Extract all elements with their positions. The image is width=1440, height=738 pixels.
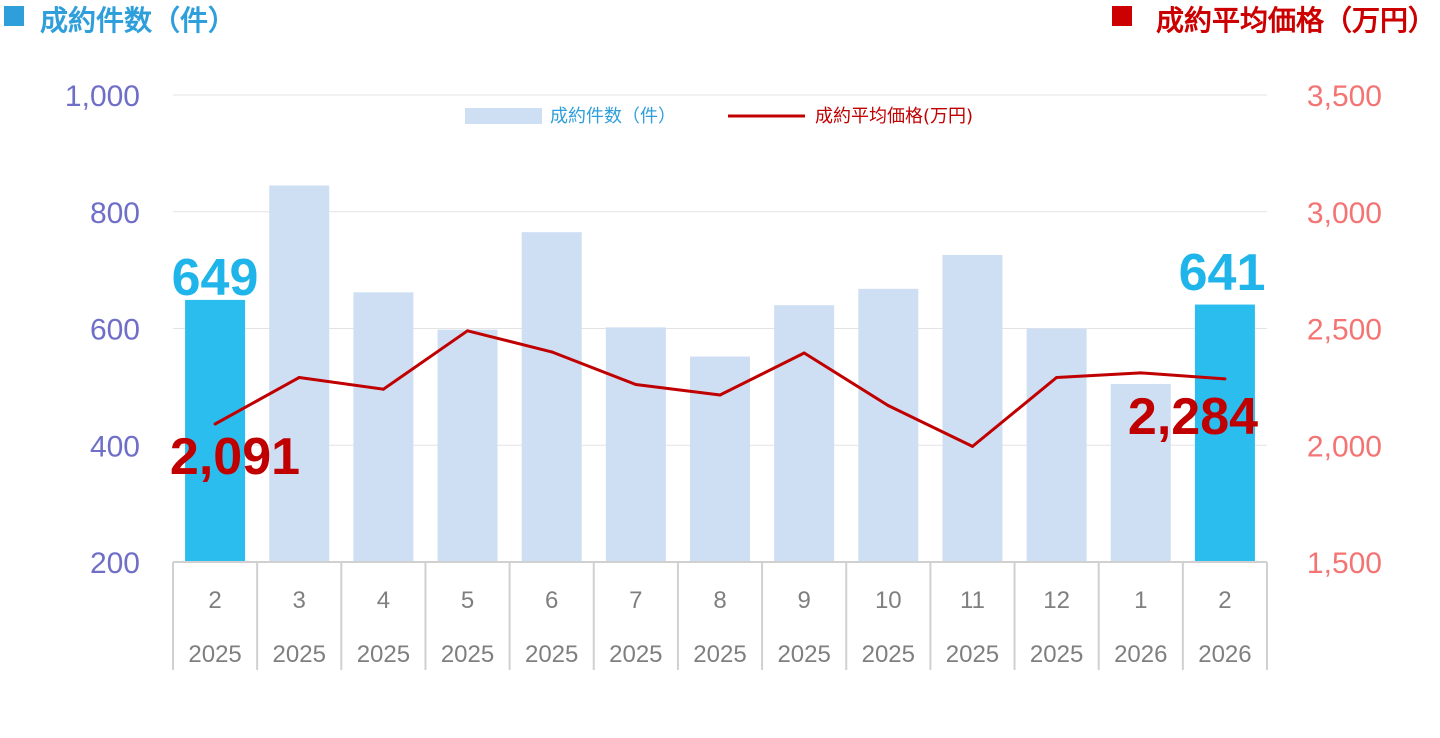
x-axis-month-label: 3 xyxy=(293,587,306,614)
bar-series xyxy=(185,185,1255,562)
x-axis-month-label: 8 xyxy=(713,587,726,614)
line-point xyxy=(1139,371,1143,375)
line-point xyxy=(634,383,638,387)
legend: 成約件数（件） 成約平均価格(万円) xyxy=(465,106,973,127)
x-axis-year-label: 2025 xyxy=(273,641,326,668)
line-series xyxy=(213,329,1227,448)
x-axis-month-label: 7 xyxy=(629,587,642,614)
x-axis-year-label: 2025 xyxy=(609,641,662,668)
left-header-marker-icon xyxy=(4,6,24,26)
x-axis-month-label: 2 xyxy=(208,587,221,614)
data-labels: 649 641 2,091 2,284 xyxy=(170,244,1265,486)
line-point xyxy=(213,422,217,426)
bar xyxy=(185,299,246,562)
first-bar-value-label: 649 xyxy=(172,249,259,307)
bar xyxy=(437,329,498,562)
x-axis-month-label: 9 xyxy=(797,587,810,614)
line-point xyxy=(970,444,974,448)
legend-bar-label: 成約件数（件） xyxy=(550,106,676,127)
line-point xyxy=(550,350,554,354)
line-point xyxy=(886,404,890,408)
right-axis-tick-label: 2,000 xyxy=(1307,430,1382,463)
line-point xyxy=(802,351,806,355)
bar xyxy=(1110,383,1171,562)
bar xyxy=(605,327,666,562)
right-axis-title: 成約平均価格（万円） xyxy=(1156,4,1436,37)
x-axis-month-label: 10 xyxy=(875,587,902,614)
x-axis-month-label: 1 xyxy=(1134,587,1147,614)
bar xyxy=(690,356,750,562)
last-bar-value-label: 641 xyxy=(1179,244,1266,302)
left-axis-tick-label: 1,000 xyxy=(65,80,140,113)
right-axis-tick-label: 3,000 xyxy=(1307,197,1382,230)
line-point xyxy=(1223,377,1227,381)
bar xyxy=(353,292,414,562)
x-axis-year-label: 2025 xyxy=(862,641,915,668)
legend-line-label: 成約平均価格(万円) xyxy=(815,106,973,127)
line-point xyxy=(718,393,722,397)
line-point xyxy=(297,376,301,380)
x-axis-month-label: 4 xyxy=(377,587,390,614)
x-axis-month-label: 2 xyxy=(1218,587,1231,614)
last-line-value-label: 2,284 xyxy=(1128,388,1258,446)
x-axis-month-label: 11 xyxy=(960,587,985,614)
x-axis-month-label: 6 xyxy=(545,587,558,614)
bar xyxy=(858,288,919,562)
x-axis-year-label: 2025 xyxy=(525,641,578,668)
right-axis-tick-label: 2,500 xyxy=(1307,314,1382,347)
x-axis-year-label: 2025 xyxy=(693,641,746,668)
x-axis-year-label: 2025 xyxy=(188,641,241,668)
bar xyxy=(774,305,835,562)
left-axis-tick-label: 200 xyxy=(90,547,140,580)
x-axis-year-label: 2025 xyxy=(357,641,410,668)
bar xyxy=(269,185,330,562)
bar xyxy=(1194,304,1255,562)
right-header-marker-icon xyxy=(1112,6,1132,26)
x-axis-month-label: 5 xyxy=(461,587,474,614)
left-axis-title: 成約件数（件） xyxy=(40,4,236,37)
x-axis-year-label: 2025 xyxy=(777,641,830,668)
line-point xyxy=(466,329,470,333)
bar xyxy=(1026,328,1087,562)
left-axis-tick-label: 600 xyxy=(90,314,140,347)
x-axis-month-label: 12 xyxy=(1043,587,1070,614)
first-line-value-label: 2,091 xyxy=(170,428,300,486)
left-axis-tick-label: 800 xyxy=(90,197,140,230)
axes: 200 400 600 800 1,000 1,500 2,000 2,500 3,000 3,5… xyxy=(65,80,1382,670)
legend-bar-swatch xyxy=(465,108,542,124)
bar xyxy=(521,232,582,562)
x-axis-year-label: 2026 xyxy=(1198,641,1251,668)
line-point xyxy=(1055,376,1059,380)
right-axis-tick-label: 1,500 xyxy=(1307,547,1382,580)
line-point xyxy=(381,387,385,391)
left-axis-tick-label: 400 xyxy=(90,430,140,463)
x-axis-year-label: 2025 xyxy=(946,641,999,668)
x-axis-year-label: 2025 xyxy=(1030,641,1083,668)
right-axis-tick-label: 3,500 xyxy=(1307,80,1382,113)
x-axis-year-label: 2026 xyxy=(1114,641,1167,668)
x-axis-year-label: 2025 xyxy=(441,641,494,668)
bar xyxy=(942,254,1003,562)
